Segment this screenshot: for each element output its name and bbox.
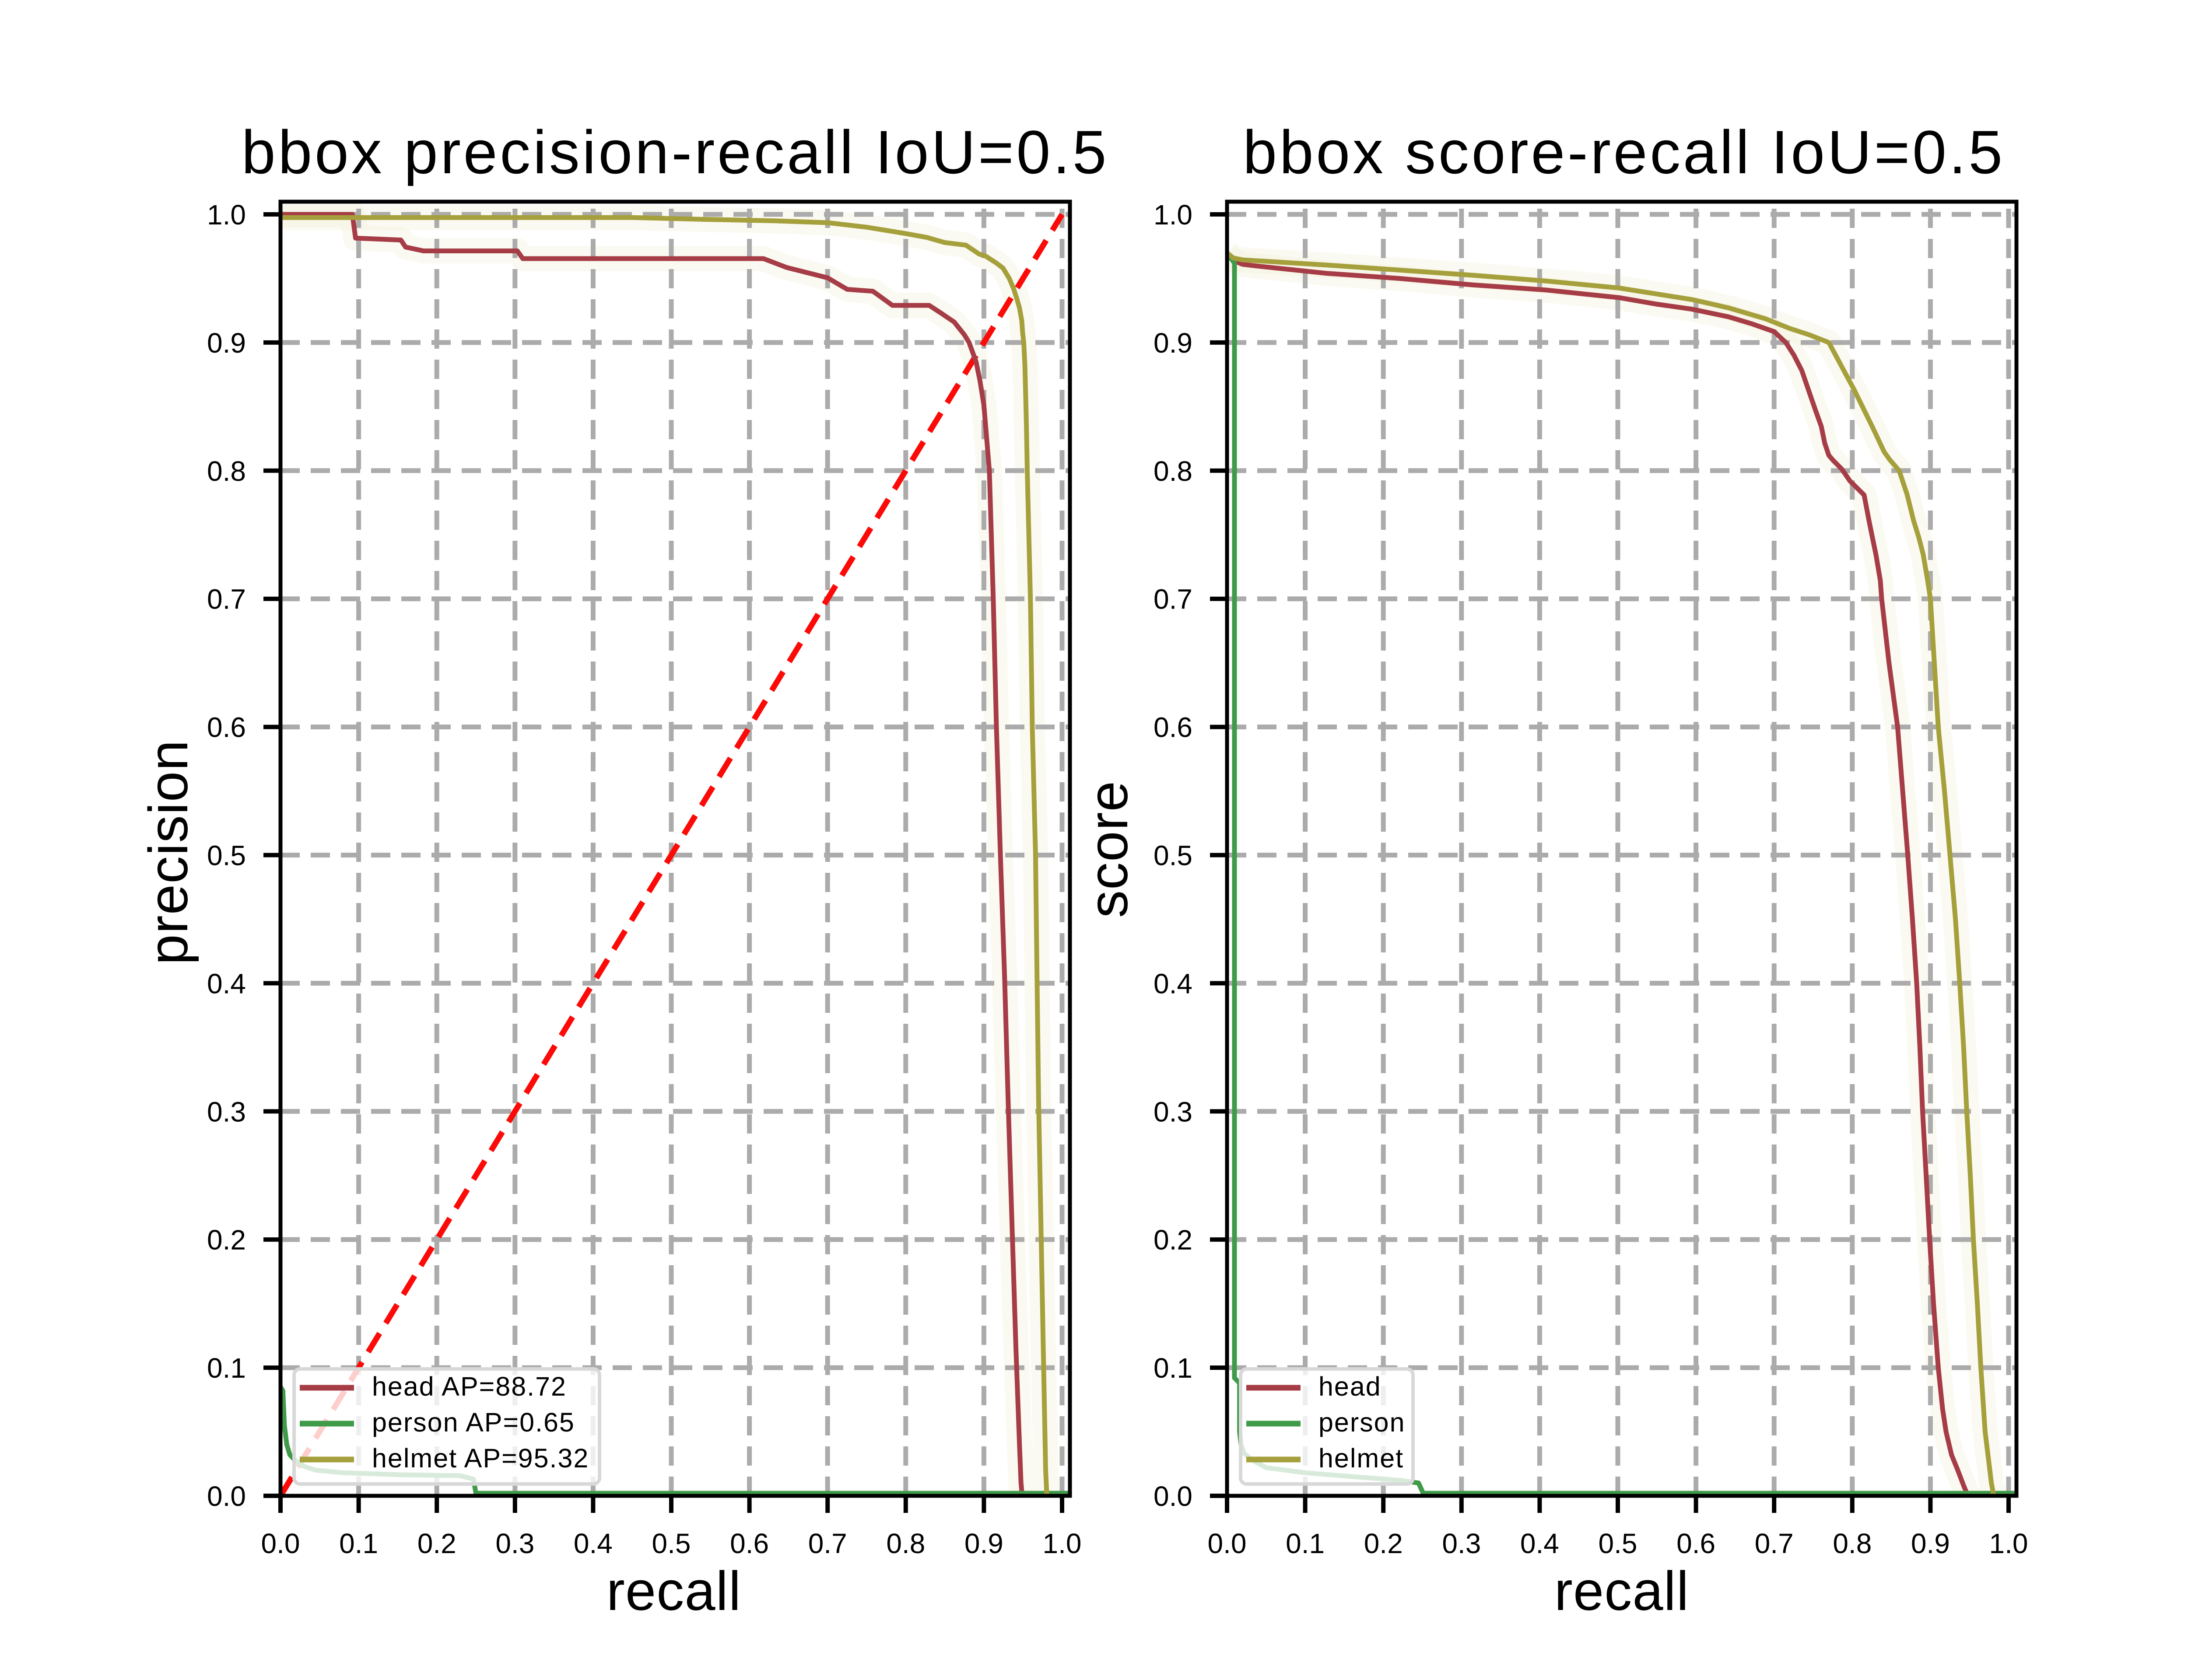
svg-text:recall: recall [1554, 1560, 1689, 1622]
svg-text:0.1: 0.1 [207, 1352, 246, 1384]
svg-text:helmet: helmet [1318, 1443, 1404, 1473]
svg-text:0.3: 0.3 [1442, 1528, 1481, 1559]
svg-text:0.3: 0.3 [1154, 1096, 1192, 1127]
svg-text:1.0: 1.0 [1154, 199, 1192, 231]
svg-text:bbox precision-recall IoU=0.5: bbox precision-recall IoU=0.5 [242, 118, 1109, 186]
svg-text:precision: precision [137, 739, 199, 965]
svg-text:0.0: 0.0 [1154, 1480, 1192, 1512]
svg-text:0.8: 0.8 [207, 455, 246, 487]
svg-text:bbox score-recall IoU=0.5: bbox score-recall IoU=0.5 [1243, 118, 2005, 186]
svg-text:0.8: 0.8 [1154, 455, 1192, 487]
svg-text:0.4: 0.4 [1154, 968, 1192, 999]
svg-text:0.2: 0.2 [1154, 1224, 1192, 1256]
svg-text:helmet AP=95.32: helmet AP=95.32 [372, 1443, 589, 1473]
svg-text:0.4: 0.4 [1520, 1528, 1559, 1559]
svg-text:0.5: 0.5 [1599, 1528, 1637, 1559]
svg-text:0.2: 0.2 [1364, 1528, 1403, 1559]
svg-text:0.5: 0.5 [207, 840, 246, 872]
svg-text:0.0: 0.0 [261, 1528, 300, 1559]
svg-text:0.9: 0.9 [1911, 1528, 1950, 1559]
svg-text:head AP=88.72: head AP=88.72 [372, 1372, 567, 1401]
svg-text:0.0: 0.0 [207, 1480, 246, 1512]
svg-text:0.7: 0.7 [808, 1528, 847, 1559]
svg-text:0.8: 0.8 [1833, 1528, 1872, 1559]
svg-text:head: head [1318, 1372, 1382, 1401]
svg-text:1.0: 1.0 [1989, 1528, 2028, 1559]
svg-text:0.6: 0.6 [1676, 1528, 1715, 1559]
svg-text:score: score [1077, 780, 1139, 918]
svg-text:0.9: 0.9 [964, 1528, 1003, 1559]
svg-text:recall: recall [607, 1560, 741, 1622]
svg-text:0.3: 0.3 [495, 1528, 534, 1559]
svg-text:0.2: 0.2 [417, 1528, 456, 1559]
svg-text:0.8: 0.8 [886, 1528, 925, 1559]
svg-text:0.6: 0.6 [1154, 712, 1192, 743]
svg-text:0.4: 0.4 [207, 968, 246, 999]
svg-text:0.7: 0.7 [1755, 1528, 1794, 1559]
svg-text:0.4: 0.4 [574, 1528, 613, 1559]
svg-text:0.9: 0.9 [1154, 327, 1192, 359]
svg-text:0.1: 0.1 [1286, 1528, 1325, 1559]
svg-text:0.6: 0.6 [730, 1528, 769, 1559]
svg-text:0.0: 0.0 [1208, 1528, 1247, 1559]
svg-text:0.5: 0.5 [652, 1528, 691, 1559]
svg-text:0.7: 0.7 [207, 584, 246, 615]
svg-text:0.9: 0.9 [207, 327, 246, 359]
svg-text:0.5: 0.5 [1154, 840, 1192, 872]
svg-text:1.0: 1.0 [207, 199, 246, 231]
svg-text:0.3: 0.3 [207, 1096, 246, 1127]
svg-text:person AP=0.65: person AP=0.65 [372, 1407, 575, 1437]
svg-text:0.1: 0.1 [1154, 1352, 1192, 1384]
svg-text:person: person [1318, 1407, 1406, 1437]
svg-text:0.2: 0.2 [207, 1224, 246, 1256]
svg-text:0.6: 0.6 [207, 712, 246, 743]
svg-text:0.7: 0.7 [1154, 584, 1192, 615]
svg-text:1.0: 1.0 [1043, 1528, 1082, 1559]
svg-text:0.1: 0.1 [339, 1528, 378, 1559]
